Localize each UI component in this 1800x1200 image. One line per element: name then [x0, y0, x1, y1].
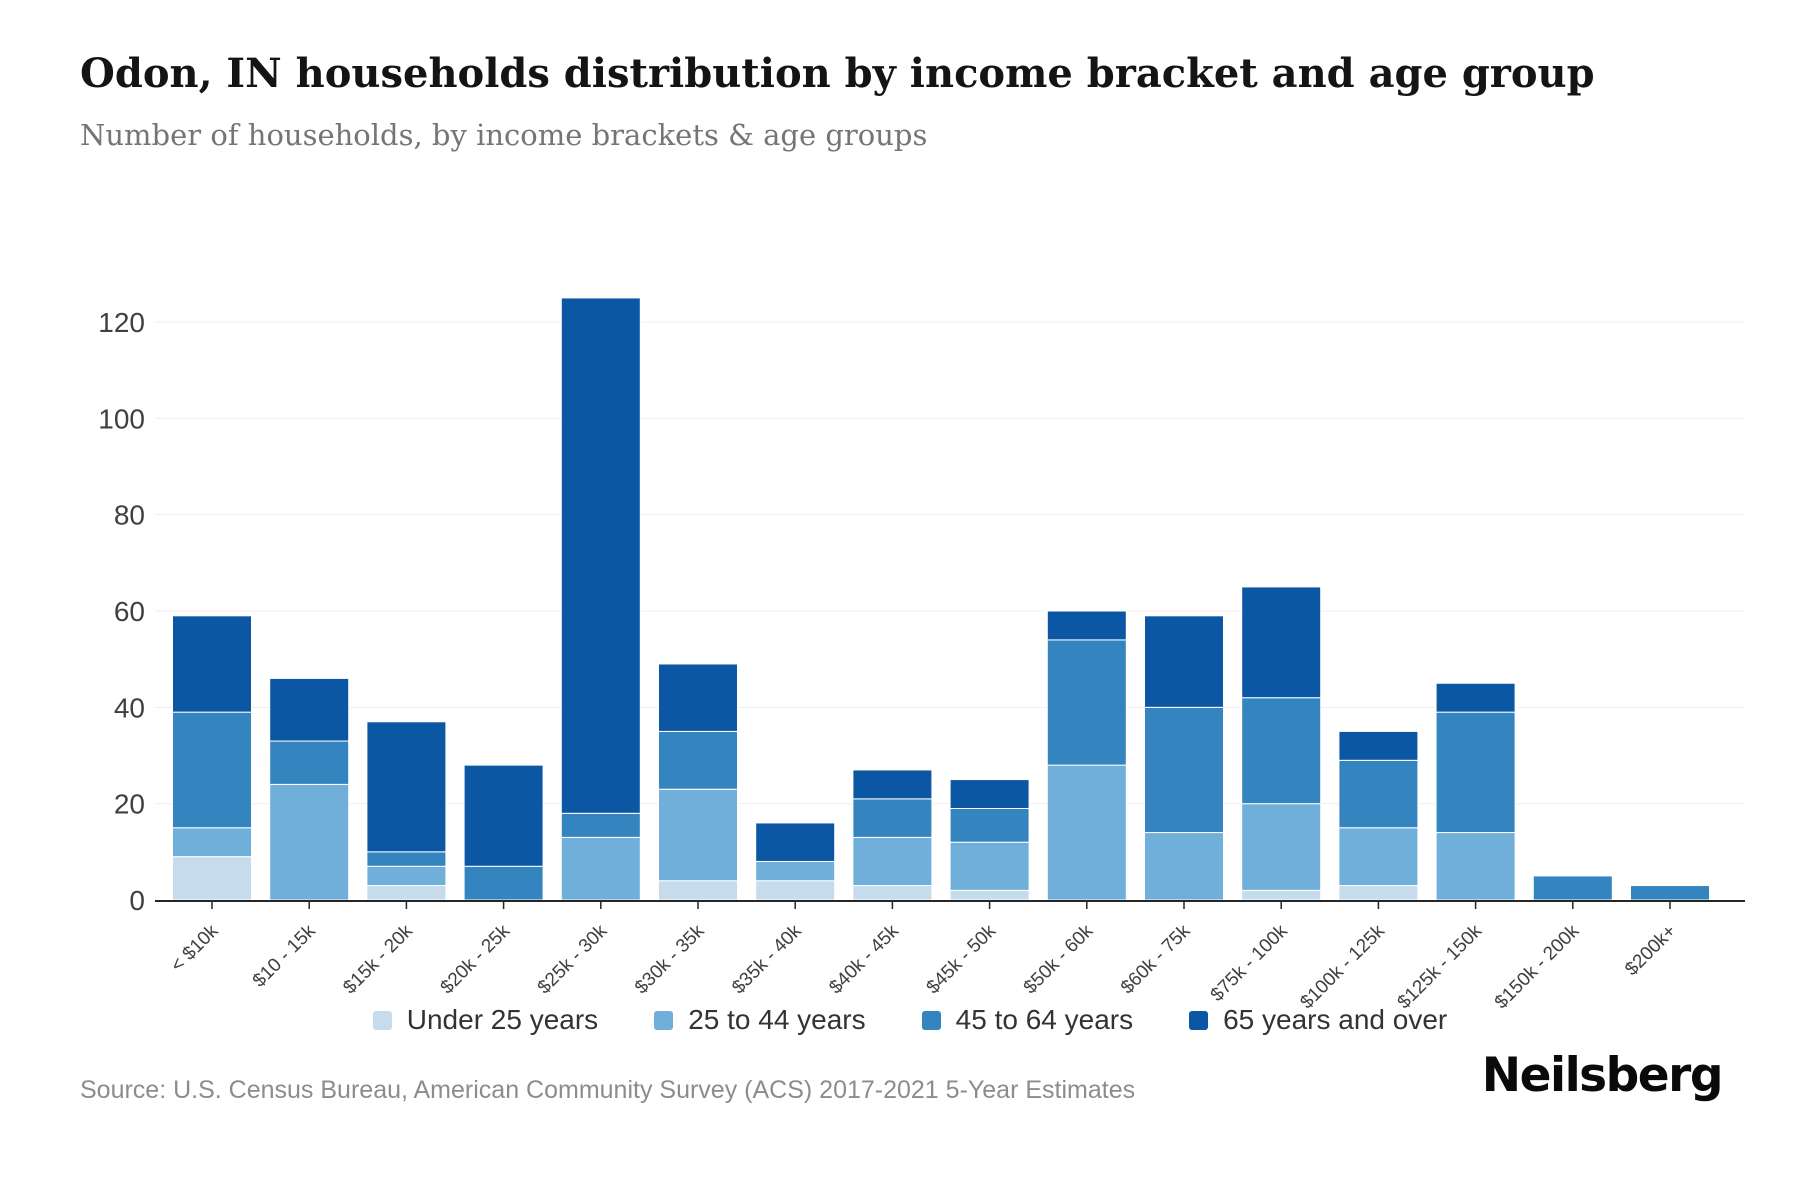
page-title: Odon, IN households distribution by inco… [80, 50, 1595, 97]
bar-segment-60k-75k-65-years-and-over[interactable] [1144, 615, 1224, 708]
bar-segment-10k-65-years-and-over[interactable] [172, 615, 252, 713]
x-axis-category-label-40k-45k: $40k - 45k [825, 920, 903, 998]
bar-segment-50k-60k-25-to-44-years[interactable] [1046, 764, 1127, 901]
bar-segment-30k-35k-25-to-44-years[interactable] [658, 788, 738, 882]
bar-segment-40k-45k-25-to-44-years[interactable] [852, 836, 933, 887]
bar-segment-35k-40k-under-25-years[interactable] [755, 880, 836, 901]
bar-segment-40k-45k-65-years-and-over[interactable] [852, 769, 933, 800]
bar-segment-30k-35k-65-years-and-over[interactable] [658, 663, 738, 732]
x-axis-category-label-15k-20k: $15k - 20k [339, 920, 417, 998]
y-axis-tick-label-60: 60 [114, 596, 145, 627]
bar-segment-60k-75k-25-to-44-years[interactable] [1144, 832, 1224, 901]
bar-segment-25k-30k-25-to-44-years[interactable] [560, 836, 641, 901]
bar-segment-75k-100k-25-to-44-years[interactable] [1241, 803, 1322, 891]
bar-segment-40k-45k-under-25-years[interactable] [852, 885, 933, 901]
x-axis-category-label-150k-200k: $150k - 200k [1491, 920, 1584, 1010]
bar-segment-45k-50k-25-to-44-years[interactable] [949, 841, 1030, 891]
bar-segment-75k-100k-65-years-and-over[interactable] [1241, 586, 1322, 699]
bar-segment-75k-100k-45-to-64-years[interactable] [1241, 697, 1322, 805]
legend-item-45-to-64-years[interactable]: 45 to 64 years [921, 1004, 1134, 1036]
bar-segment-100k-125k-65-years-and-over[interactable] [1338, 730, 1419, 761]
x-axis-category-label-50k-60k: $50k - 60k [1020, 920, 1098, 998]
chart-legend: Under 25 years 25 to 44 years 45 to 64 y… [60, 1000, 1760, 1040]
legend-label: 65 years and over [1223, 1004, 1448, 1035]
bar-segment-200k-45-to-64-years[interactable] [1630, 885, 1710, 901]
legend-swatch-45-to-64-years-icon [921, 1010, 941, 1030]
x-axis-category-label-25k-30k: $25k - 30k [534, 920, 612, 998]
households-stacked-bar-chart: 0 20 40 60 80 100 120 < $10k $10 - 15k $15k - 20k… [98, 297, 1745, 1010]
bar-segment-40k-45k-45-to-64-years[interactable] [852, 798, 933, 838]
bar-segment-10-15k-25-to-44-years[interactable] [269, 783, 350, 901]
source-attribution: Source: U.S. Census Bureau, American Com… [80, 1076, 1136, 1104]
y-axis-tick-label-100: 100 [98, 403, 145, 434]
neilsberg-logo: Neilsberg [1481, 1048, 1724, 1103]
legend-label: 25 to 44 years [688, 1004, 866, 1035]
bar-segment-35k-40k-65-years-and-over[interactable] [755, 822, 836, 862]
bar-segment-20k-25k-45-to-64-years[interactable] [463, 865, 544, 901]
legend-item-25-to-44-years[interactable]: 25 to 44 years [654, 1004, 866, 1036]
x-axis-category-label-45k-50k: $45k - 50k [923, 920, 1001, 998]
bar-segment-75k-100k-under-25-years[interactable] [1241, 889, 1322, 901]
legend-label: 45 to 64 years [955, 1004, 1134, 1035]
y-axis-tick-label-20: 20 [114, 789, 145, 820]
legend-item-65-years-and-over[interactable]: 65 years and over [1189, 1004, 1447, 1036]
x-axis-category-label-60k-75k: $60k - 75k [1117, 920, 1195, 998]
x-axis-category-label-75k-100k: $75k - 100k [1207, 920, 1292, 1005]
x-axis-category-label-100k-125k: $100k - 125k [1296, 920, 1389, 1010]
bar-segment-60k-75k-45-to-64-years[interactable] [1144, 706, 1224, 834]
bar-segment-30k-35k-under-25-years[interactable] [658, 880, 738, 901]
bar-segment-45k-50k-45-to-64-years[interactable] [949, 807, 1030, 843]
bar-segment-25k-30k-45-to-64-years[interactable] [560, 812, 641, 838]
bar-segment-15k-20k-under-25-years[interactable] [366, 885, 447, 901]
bar-segment-15k-20k-25-to-44-years[interactable] [366, 865, 447, 887]
y-axis-tick-label-0: 0 [129, 885, 145, 916]
y-axis-tick-label-80: 80 [114, 500, 145, 531]
x-axis-category-label-20k-25k: $20k - 25k [437, 920, 515, 998]
bar-segment-15k-20k-45-to-64-years[interactable] [366, 851, 447, 867]
bar-segment-30k-35k-45-to-64-years[interactable] [658, 730, 738, 790]
bar-segment-125k-150k-45-to-64-years[interactable] [1435, 711, 1516, 834]
bar-segment-50k-60k-45-to-64-years[interactable] [1046, 639, 1127, 766]
bar-segment-45k-50k-under-25-years[interactable] [949, 889, 1030, 901]
x-axis-category-label-30k-35k: $30k - 35k [631, 920, 709, 998]
bar-segment-20k-25k-65-years-and-over[interactable] [463, 764, 544, 867]
bar-segment-100k-125k-25-to-44-years[interactable] [1338, 827, 1419, 887]
legend-swatch-under-25-years-icon [372, 1010, 392, 1030]
bar-segment-10k-45-to-64-years[interactable] [172, 711, 252, 829]
y-axis-tick-label-120: 120 [98, 307, 145, 338]
x-axis-category-label-200k: $200k+ [1621, 921, 1680, 980]
bar-segment-100k-125k-45-to-64-years[interactable] [1338, 759, 1419, 829]
bar-segment-45k-50k-65-years-and-over[interactable] [949, 779, 1030, 809]
bar-segment-50k-60k-65-years-and-over[interactable] [1046, 610, 1127, 641]
bar-segment-35k-40k-25-to-44-years[interactable] [755, 860, 836, 882]
bar-segment-125k-150k-65-years-and-over[interactable] [1435, 682, 1516, 713]
y-axis-tick-label-40: 40 [114, 692, 145, 723]
legend-label: Under 25 years [406, 1004, 599, 1035]
bar-segment-150k-200k-45-to-64-years[interactable] [1532, 875, 1613, 901]
bar-segment-100k-125k-under-25-years[interactable] [1338, 885, 1419, 901]
x-axis-category-label-10k: < $10k [167, 920, 223, 976]
bar-segment-10-15k-65-years-and-over[interactable] [269, 677, 350, 742]
legend-swatch-25-to-44-years-icon [654, 1010, 674, 1030]
x-axis-category-label-125k-150k: $125k - 150k [1394, 920, 1487, 1010]
x-axis-category-label-35k-40k: $35k - 40k [728, 920, 806, 998]
legend-swatch-65-years-and-over-icon [1189, 1010, 1209, 1030]
bar-segment-125k-150k-25-to-44-years[interactable] [1435, 832, 1516, 901]
legend-item-under-25-years[interactable]: Under 25 years [372, 1004, 599, 1036]
bar-segment-25k-30k-65-years-and-over[interactable] [560, 297, 641, 814]
page-subtitle: Number of households, by income brackets… [80, 118, 928, 152]
x-axis-category-label-10-15k: $10 - 15k [249, 920, 320, 991]
bar-segment-10k-25-to-44-years[interactable] [172, 827, 252, 858]
bar-segment-15k-20k-65-years-and-over[interactable] [366, 721, 447, 853]
bar-segment-10-15k-45-to-64-years[interactable] [269, 740, 350, 785]
bar-segment-10k-under-25-years[interactable] [172, 856, 252, 901]
